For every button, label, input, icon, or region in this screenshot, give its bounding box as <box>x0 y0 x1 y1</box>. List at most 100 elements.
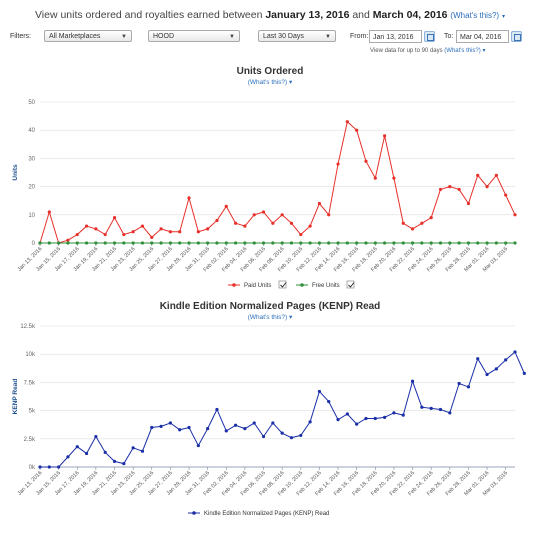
range-note-link[interactable]: (What's this?) <box>444 48 481 54</box>
data-point-free-units <box>150 241 154 245</box>
range-select-value: Last 30 Days <box>263 33 304 40</box>
y-axis-label: Units <box>12 164 19 181</box>
data-point-free-units <box>336 241 340 245</box>
data-point-kindle-edition-normalized-pages-kenp-read <box>233 423 238 427</box>
data-point-kindle-edition-normalized-pages-kenp-read <box>373 416 377 421</box>
data-point-kindle-edition-normalized-pages-kenp-read <box>159 424 163 428</box>
units-caret-icon[interactable]: ▾ <box>289 79 293 86</box>
data-point-paid-units <box>457 187 461 192</box>
data-point-kindle-edition-normalized-pages-kenp-read <box>75 445 79 449</box>
data-point-free-units <box>140 241 145 245</box>
data-point-kindle-edition-normalized-pages-kenp-read <box>271 421 275 425</box>
data-point-free-units <box>485 241 489 245</box>
data-point-free-units <box>457 241 461 245</box>
from-date-input[interactable]: Jan 13, 2016 <box>369 30 422 43</box>
data-point-kindle-edition-normalized-pages-kenp-read <box>38 465 42 469</box>
chevron-down-icon: ▼ <box>229 34 235 40</box>
data-point-free-units <box>373 241 377 245</box>
legend-marker-point <box>192 511 196 515</box>
data-point-kindle-edition-normalized-pages-kenp-read <box>522 371 526 375</box>
data-point-kindle-edition-normalized-pages-kenp-read <box>383 415 387 419</box>
data-point-kindle-edition-normalized-pages-kenp-read <box>196 443 200 448</box>
data-point-paid-units <box>94 227 98 231</box>
range-note: View data for up to 90 days (What's this… <box>370 47 485 54</box>
data-point-paid-units <box>373 176 377 180</box>
y-tick-label: 2.5k <box>24 437 36 443</box>
data-point-paid-units <box>448 185 452 189</box>
data-point-free-units <box>345 241 349 245</box>
data-point-free-units <box>327 241 331 245</box>
data-point-kindle-edition-normalized-pages-kenp-read <box>355 422 359 426</box>
calendar-icon[interactable] <box>424 31 435 42</box>
data-point-free-units <box>494 241 498 245</box>
data-point-kindle-edition-normalized-pages-kenp-read <box>299 433 303 438</box>
data-point-free-units <box>122 241 126 245</box>
data-point-paid-units <box>131 230 135 234</box>
data-point-free-units <box>513 241 517 245</box>
data-point-kindle-edition-normalized-pages-kenp-read <box>178 428 182 432</box>
marketplace-select-value: All Marketplaces <box>49 33 101 40</box>
data-point-paid-units <box>187 196 191 200</box>
data-point-kindle-edition-normalized-pages-kenp-read <box>420 405 424 409</box>
data-point-paid-units <box>215 218 219 223</box>
data-point-free-units <box>466 241 471 245</box>
data-point-paid-units <box>84 224 89 228</box>
series-line-paid-units <box>39 120 516 244</box>
data-point-paid-units <box>178 230 182 234</box>
chart-title-kenp: Kindle Edition Normalized Pages (KENP) R… <box>159 301 381 312</box>
data-point-paid-units <box>485 185 489 189</box>
to-date-input[interactable]: Mar 04, 2016 <box>456 30 509 43</box>
data-point-paid-units <box>159 227 163 231</box>
data-point-free-units <box>159 241 163 245</box>
data-point-free-units <box>94 241 98 245</box>
header-whats-this-link[interactable]: (What's this?) <box>450 11 500 20</box>
date-range-header: View units ordered and royalties earned … <box>0 9 540 21</box>
range-note-caret-icon[interactable]: ▾ <box>482 48 486 54</box>
kenp-whats-this-link[interactable]: (What's this?) <box>247 314 288 321</box>
y-tick-label: 7.5k <box>24 380 36 386</box>
data-point-free-units <box>476 241 480 245</box>
range-select[interactable]: Last 30 Days ▼ <box>258 30 336 42</box>
data-point-free-units <box>364 241 368 245</box>
data-point-kindle-edition-normalized-pages-kenp-read <box>122 462 126 466</box>
data-point-paid-units <box>308 224 312 228</box>
data-point-free-units <box>504 241 508 245</box>
y-tick-label: 5k <box>29 409 36 415</box>
header-caret-icon[interactable]: ▾ <box>502 14 506 20</box>
units-whats-this-link[interactable]: (What's this?) <box>247 79 288 86</box>
data-point-free-units <box>289 241 294 245</box>
data-point-paid-units <box>66 238 70 242</box>
data-point-kindle-edition-normalized-pages-kenp-read <box>224 429 228 433</box>
data-point-kindle-edition-normalized-pages-kenp-read <box>112 459 117 463</box>
y-tick-label: 0k <box>29 465 36 471</box>
data-point-kindle-edition-normalized-pages-kenp-read <box>206 427 210 431</box>
chart-subtitle-units[interactable]: (What's this?) ▾ <box>0 78 540 86</box>
data-point-free-units <box>112 241 117 245</box>
data-point-kindle-edition-normalized-pages-kenp-read <box>327 399 331 404</box>
chart-subtitle-kenp[interactable]: (What's this?) ▾ <box>0 313 540 321</box>
data-point-kindle-edition-normalized-pages-kenp-read <box>66 455 70 459</box>
data-point-paid-units <box>280 213 284 217</box>
data-point-kindle-edition-normalized-pages-kenp-read <box>345 412 349 416</box>
data-point-paid-units <box>206 227 210 231</box>
calendar-icon[interactable] <box>511 31 522 42</box>
data-point-paid-units <box>476 173 480 177</box>
filters-bar: Filters: All Marketplaces ▼ HOOD ▼ Last … <box>0 30 540 58</box>
kenp-caret-icon[interactable]: ▾ <box>289 314 293 321</box>
y-tick-label: 30 <box>28 156 35 162</box>
data-point-paid-units <box>47 210 51 214</box>
marketplace-select[interactable]: All Marketplaces ▼ <box>44 30 132 42</box>
data-point-kindle-edition-normalized-pages-kenp-read <box>410 379 415 383</box>
data-point-free-units <box>429 241 433 245</box>
data-point-kindle-edition-normalized-pages-kenp-read <box>317 389 322 394</box>
data-point-paid-units <box>271 221 275 225</box>
data-point-paid-units <box>299 232 303 237</box>
y-tick-label: 10k <box>25 352 36 358</box>
data-point-free-units <box>178 241 182 245</box>
data-point-kindle-edition-normalized-pages-kenp-read <box>252 421 256 425</box>
y-tick-label: 12.5k <box>20 324 36 330</box>
title-select[interactable]: HOOD ▼ <box>148 30 240 42</box>
filters-label: Filters: <box>10 33 31 40</box>
data-point-kindle-edition-normalized-pages-kenp-read <box>392 411 396 415</box>
data-point-free-units <box>401 241 405 245</box>
